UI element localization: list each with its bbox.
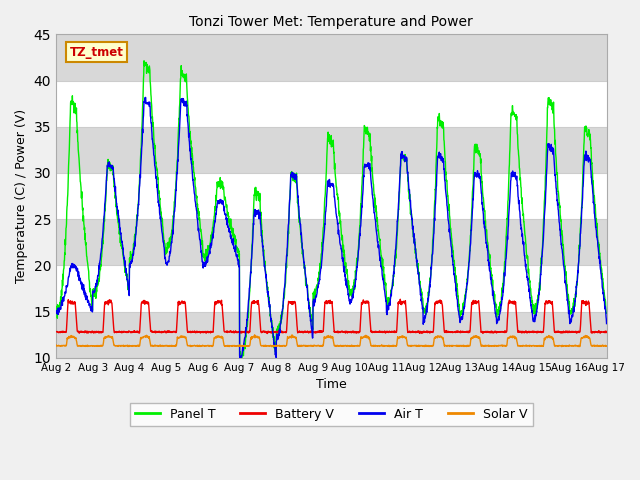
Air T <box>492 310 499 316</box>
Bar <box>56 219 607 265</box>
Solar V <box>348 342 355 348</box>
Solar V <box>492 343 499 348</box>
Solar V <box>268 344 276 350</box>
Panel T <box>603 311 611 316</box>
Line: Solar V: Solar V <box>56 335 607 347</box>
Panel T <box>206 242 214 248</box>
Line: Panel T: Panel T <box>56 61 607 360</box>
Air T <box>554 207 562 213</box>
Solar V <box>360 335 367 340</box>
Air T <box>570 304 577 310</box>
Bar <box>56 81 607 127</box>
Air T <box>52 308 60 314</box>
Bar <box>56 312 607 358</box>
Air T <box>206 251 214 256</box>
Bar <box>56 265 607 312</box>
Panel T <box>140 58 148 64</box>
Text: TZ_tmet: TZ_tmet <box>70 46 124 59</box>
Air T <box>236 357 244 363</box>
Panel T <box>52 304 60 310</box>
Battery V <box>264 331 271 336</box>
Title: Tonzi Tower Met: Temperature and Power: Tonzi Tower Met: Temperature and Power <box>189 15 473 29</box>
Panel T <box>360 145 367 151</box>
Solar V <box>554 343 562 349</box>
Solar V <box>205 343 213 348</box>
Battery V <box>554 328 562 334</box>
Solar V <box>603 343 611 349</box>
Battery V <box>492 328 499 334</box>
Battery V <box>205 329 213 335</box>
Panel T <box>238 358 246 363</box>
Air T <box>141 95 149 100</box>
Battery V <box>570 329 577 335</box>
Panel T <box>348 292 355 298</box>
Line: Air T: Air T <box>56 97 607 360</box>
Panel T <box>492 301 499 307</box>
Solar V <box>251 332 259 338</box>
Battery V <box>348 330 355 336</box>
Panel T <box>554 189 562 194</box>
Panel T <box>570 308 577 314</box>
Solar V <box>52 342 60 348</box>
Battery V <box>603 329 611 335</box>
Air T <box>360 173 367 179</box>
Air T <box>348 297 355 302</box>
X-axis label: Time: Time <box>316 378 347 391</box>
Solar V <box>570 343 577 349</box>
Legend: Panel T, Battery V, Air T, Solar V: Panel T, Battery V, Air T, Solar V <box>130 403 532 426</box>
Air T <box>603 321 611 326</box>
Bar <box>56 173 607 219</box>
Battery V <box>52 329 60 335</box>
Battery V <box>396 296 404 302</box>
Bar <box>56 35 607 81</box>
Line: Battery V: Battery V <box>56 299 607 334</box>
Bar <box>56 127 607 173</box>
Battery V <box>360 297 367 303</box>
Y-axis label: Temperature (C) / Power (V): Temperature (C) / Power (V) <box>15 109 28 283</box>
